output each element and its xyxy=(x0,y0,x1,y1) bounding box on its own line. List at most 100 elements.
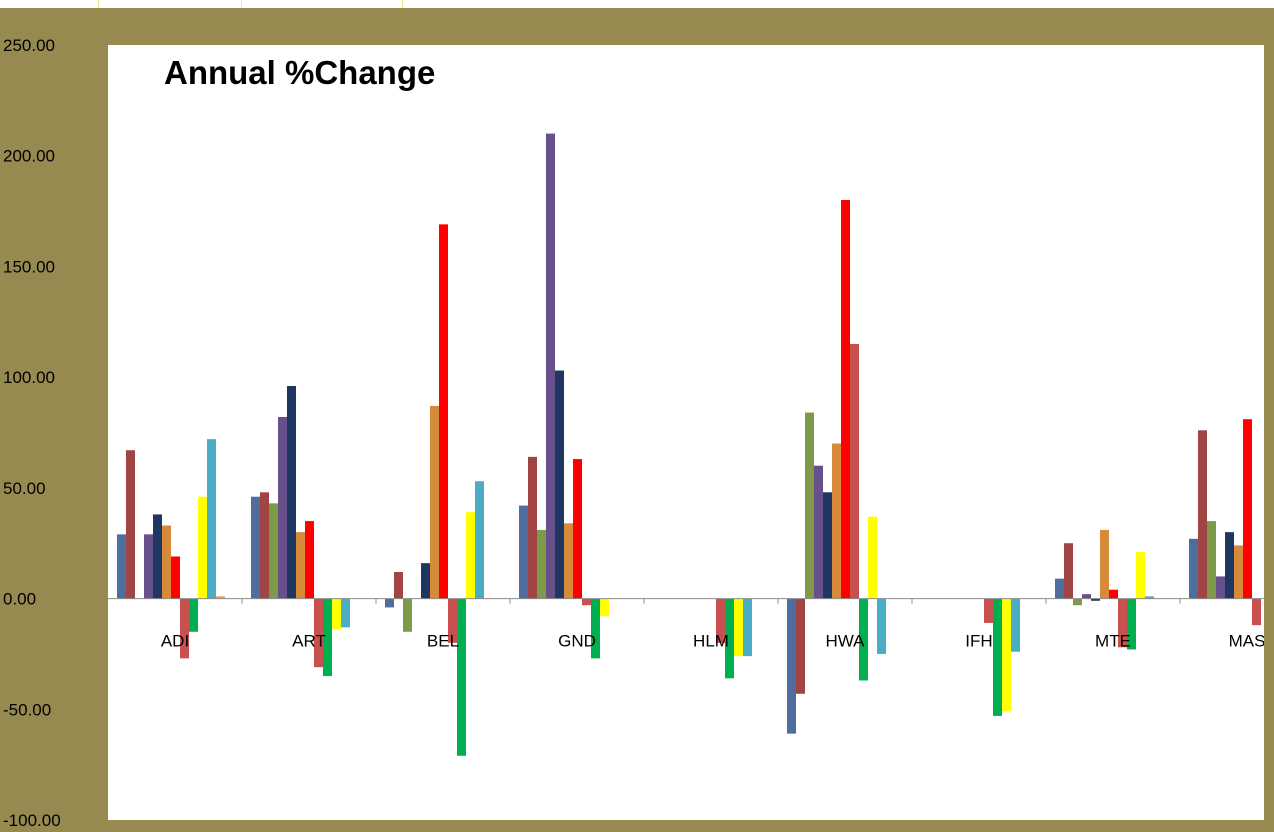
bar xyxy=(475,481,484,599)
bar xyxy=(144,534,153,599)
x-tick-label: IFH xyxy=(965,632,992,651)
bar xyxy=(439,224,448,599)
bar xyxy=(278,417,287,599)
bar xyxy=(430,405,439,599)
bar xyxy=(546,133,555,599)
bar xyxy=(832,443,841,599)
x-tick-label: ART xyxy=(292,632,326,651)
bar xyxy=(841,200,850,599)
x-tick-label: GND xyxy=(558,632,596,651)
bar xyxy=(332,598,341,630)
y-tick-label: 150.00 xyxy=(3,257,55,276)
bar xyxy=(466,512,475,599)
bar xyxy=(1011,598,1020,652)
bar xyxy=(287,386,296,599)
bar xyxy=(198,496,207,599)
bar xyxy=(1252,598,1261,626)
bar xyxy=(207,439,216,599)
bar xyxy=(555,370,564,599)
bar xyxy=(1145,596,1154,599)
bar xyxy=(1091,598,1100,601)
bar xyxy=(1189,538,1198,599)
y-tick-label: -50.00 xyxy=(3,700,51,719)
plot-area[interactable] xyxy=(108,45,1264,820)
bar xyxy=(1216,576,1225,599)
bar xyxy=(582,598,591,606)
bar xyxy=(528,456,537,599)
bar xyxy=(269,503,278,599)
bar xyxy=(600,598,609,617)
bar xyxy=(814,465,823,599)
cell-gridline xyxy=(98,0,99,8)
bar xyxy=(1243,419,1252,599)
bar xyxy=(1118,598,1127,648)
x-tick-label: MTE xyxy=(1095,632,1131,651)
x-tick-label: HWA xyxy=(825,632,865,651)
bar xyxy=(743,598,752,657)
x-tick-label: ADI xyxy=(161,632,189,651)
bar xyxy=(341,598,350,628)
bar xyxy=(796,598,805,694)
bar xyxy=(993,598,1002,716)
bar xyxy=(216,596,225,599)
y-tick-label: 200.00 xyxy=(3,147,55,166)
x-tick-label: BEL xyxy=(427,632,459,651)
y-tick-label: 250.00 xyxy=(3,36,55,55)
bar xyxy=(162,525,171,599)
bar xyxy=(1109,589,1118,599)
bar xyxy=(260,492,269,599)
bar xyxy=(1073,598,1082,606)
bar xyxy=(251,496,260,599)
bar xyxy=(394,572,403,599)
bar xyxy=(1082,594,1091,599)
bar xyxy=(180,598,189,659)
bar xyxy=(171,556,180,599)
y-tick-label: 0.00 xyxy=(3,590,36,609)
bar xyxy=(305,521,314,599)
bar xyxy=(1198,430,1207,599)
bar xyxy=(725,598,734,679)
bar xyxy=(117,534,126,599)
bar xyxy=(1234,545,1243,599)
bar xyxy=(564,523,573,599)
bar xyxy=(805,412,814,599)
bar xyxy=(591,598,600,659)
bar xyxy=(823,492,832,599)
y-tick-label: 100.00 xyxy=(3,368,55,387)
bar xyxy=(314,598,323,668)
bar xyxy=(877,598,886,654)
spreadsheet-cells xyxy=(0,0,1274,8)
bar xyxy=(1225,532,1234,599)
bar xyxy=(519,505,528,599)
bar xyxy=(189,598,198,632)
y-tick-label: 50.00 xyxy=(3,479,46,498)
bar xyxy=(421,563,430,599)
bar xyxy=(984,598,993,623)
bar xyxy=(573,459,582,599)
bar xyxy=(126,450,135,599)
bar xyxy=(323,598,332,677)
bar xyxy=(385,598,394,608)
bar xyxy=(1100,529,1109,599)
bar xyxy=(1002,598,1011,712)
cell-gridline xyxy=(241,0,242,8)
cell-gridline xyxy=(402,0,403,8)
x-tick-label: MAS xyxy=(1229,632,1266,651)
bar xyxy=(296,532,305,599)
bar xyxy=(448,598,457,643)
bar xyxy=(850,343,859,599)
bar xyxy=(868,516,877,599)
bar xyxy=(859,598,868,681)
bar xyxy=(1207,521,1216,599)
y-tick-label: -100.00 xyxy=(3,811,61,830)
bar xyxy=(537,529,546,599)
bar xyxy=(1064,543,1073,599)
bar xyxy=(403,598,412,632)
bar xyxy=(734,598,743,657)
bar xyxy=(457,598,466,756)
frame-edge xyxy=(1264,8,1274,832)
bar xyxy=(1136,552,1145,599)
bar xyxy=(1127,598,1136,650)
